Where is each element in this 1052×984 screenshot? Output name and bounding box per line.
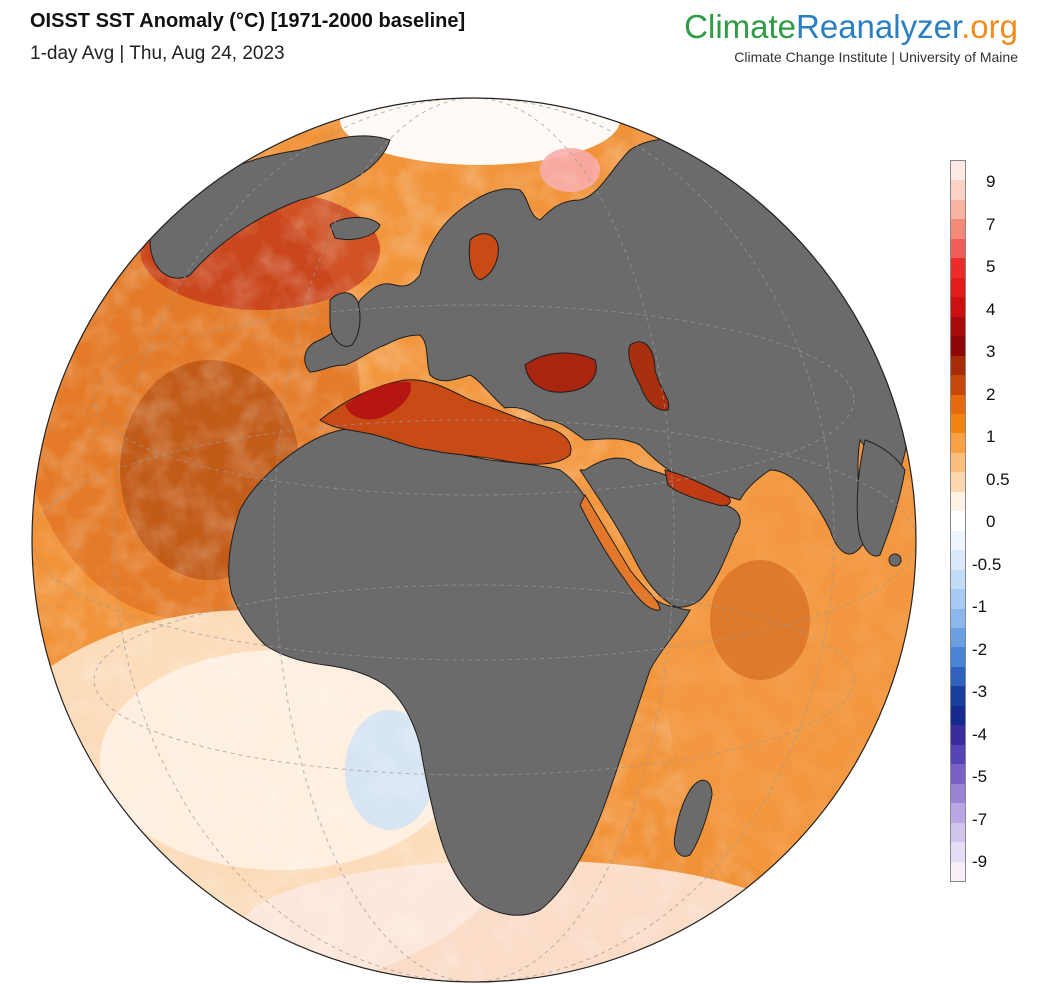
brand-tagline: Climate Change Institute | University of… xyxy=(734,49,1018,65)
map-subtitle: 1-day Avg | Thu, Aug 24, 2023 xyxy=(30,43,285,64)
colorbar-swatch xyxy=(951,569,965,590)
globe-contents xyxy=(32,98,916,982)
colorbar-swatch xyxy=(951,764,965,785)
colorbar-label: -4 xyxy=(972,724,988,744)
colorbar-swatch xyxy=(951,433,965,454)
colorbar-label: -5 xyxy=(972,767,988,786)
globe-outline xyxy=(31,97,917,983)
colorbar-swatch xyxy=(951,258,965,279)
colorbar-swatch xyxy=(951,491,965,512)
colorbar-swatch xyxy=(951,511,965,532)
arabian-sea-warm xyxy=(710,560,810,680)
colorbar-swatch xyxy=(951,199,965,220)
colorbar-label: 0 xyxy=(986,512,996,531)
colorbar-label: 7 xyxy=(986,214,996,234)
madagascar xyxy=(673,780,713,857)
colorbar-label: 2 xyxy=(986,384,996,404)
colorbar-swatch xyxy=(951,550,965,571)
colorbar-swatch xyxy=(951,180,965,201)
colorbar-swatch xyxy=(951,375,965,395)
black-sea xyxy=(524,352,597,393)
colorbar-swatch xyxy=(951,530,965,551)
colorbar-label: -1 xyxy=(972,597,988,616)
colorbar-swatch xyxy=(951,297,965,318)
map-title: OISST SST Anomaly (°C) [1971-2000 baseli… xyxy=(30,10,466,32)
colorbar-swatch xyxy=(951,647,965,668)
colorbar-swatch xyxy=(951,413,965,434)
colorbar-swatch xyxy=(951,238,965,259)
colorbar-swatch xyxy=(951,452,965,473)
colorbar-label: 9 xyxy=(986,172,996,191)
iceland xyxy=(329,217,381,240)
colorbar-swatch xyxy=(951,589,965,610)
colorbar-swatch xyxy=(951,316,965,337)
eurasia xyxy=(304,138,913,555)
colorbar-swatch xyxy=(951,666,965,687)
colorbar-label: 4 xyxy=(986,299,996,319)
colorbar-label: -9 xyxy=(972,852,988,871)
colorbar-swatch xyxy=(951,783,965,804)
red-sea xyxy=(579,493,661,611)
colorbar-swatch xyxy=(951,161,965,181)
brand-part-reanalyzer: Reanalyzer xyxy=(796,8,962,45)
mediterranean-west-hot xyxy=(345,381,411,420)
graticule xyxy=(32,98,916,982)
colorbar-swatch xyxy=(951,628,965,648)
persian-gulf xyxy=(664,469,731,507)
baltic-sea xyxy=(468,233,499,281)
colorbar-swatch xyxy=(951,686,965,707)
colorbar-swatch xyxy=(951,608,965,629)
brand-part-climate: Climate xyxy=(684,8,797,45)
india xyxy=(856,439,906,557)
brand-part-org: .org xyxy=(961,8,1018,45)
colorbar-swatch xyxy=(951,394,965,415)
colorbar xyxy=(950,160,966,882)
colorbar-label: -7 xyxy=(972,809,988,829)
colorbar-label: -3 xyxy=(972,682,988,701)
colorbar-swatch xyxy=(951,355,965,376)
caspian-sea xyxy=(628,341,670,411)
colorbar-swatch xyxy=(951,705,965,726)
colorbar-swatch xyxy=(951,842,965,863)
colorbar-swatch xyxy=(951,803,965,824)
colorbar-swatch xyxy=(951,277,965,298)
colorbar-swatch xyxy=(951,744,965,765)
british-isles xyxy=(329,292,361,347)
colorbar-swatch xyxy=(951,219,965,240)
colorbar-swatch xyxy=(951,336,965,357)
colorbar-label: 0.5 xyxy=(986,469,1010,489)
colorbar-swatch xyxy=(951,472,965,493)
colorbar-label: 3 xyxy=(986,342,996,361)
colorbar-swatch xyxy=(951,725,965,746)
colorbar-label: -2 xyxy=(972,639,988,659)
colorbar-swatch xyxy=(951,861,965,882)
colorbar-label: -0.5 xyxy=(972,554,1002,574)
brand-logo[interactable]: ClimateReanalyzer.org Climate Change Ins… xyxy=(684,10,1018,65)
colorbar-label: 5 xyxy=(986,257,996,276)
sri-lanka xyxy=(888,553,902,567)
colorbar-swatch xyxy=(951,822,965,843)
colorbar-label: 1 xyxy=(986,427,996,446)
